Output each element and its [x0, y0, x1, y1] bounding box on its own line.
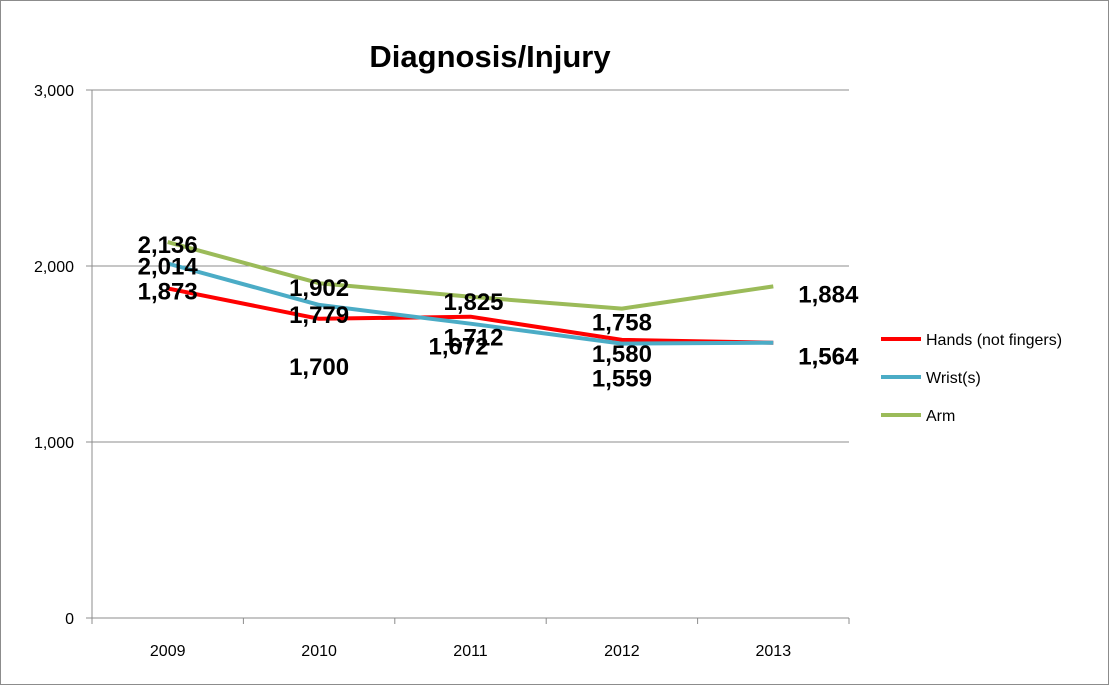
data-label: 1,825	[443, 289, 503, 316]
data-label: 1,712	[443, 325, 503, 352]
x-tick-label: 2011	[453, 643, 488, 660]
series-lines	[167, 240, 774, 346]
data-label: 1,564	[798, 344, 859, 371]
legend-label: Arm	[926, 408, 955, 425]
legend-label: Wrist(s)	[926, 370, 981, 387]
gridlines	[92, 89, 849, 443]
series-line-0	[167, 286, 774, 345]
axes: 0 1,000 2,000 3,000 2009 2010 2011 2012 2013	[34, 83, 850, 660]
data-label: 1,564	[798, 344, 859, 371]
x-tick-label: 2013	[756, 643, 792, 660]
data-label: 2,014	[138, 254, 199, 281]
data-label: 1,559	[592, 366, 652, 393]
x-tick-label: 2012	[604, 643, 640, 660]
chart-title: Diagnosis/Injury	[369, 39, 611, 74]
data-label: 1,779	[289, 302, 349, 329]
series-line-1	[167, 261, 774, 346]
y-tick-label: 2,000	[34, 259, 74, 276]
series-line-2	[167, 240, 774, 311]
legend-label: Hands (not fingers)	[926, 332, 1062, 349]
y-tick-label: 1,000	[34, 435, 74, 452]
data-label: 2,136	[138, 232, 198, 259]
data-label: 1,902	[289, 275, 349, 302]
data-label: 1,884	[798, 281, 859, 308]
legend: Hands (not fingers) Wrist(s) Arm	[881, 332, 1062, 425]
data-label: 1,700	[289, 354, 349, 381]
data-label: 1,672	[428, 334, 488, 361]
y-tick-label: 0	[65, 611, 74, 628]
data-label: 1,580	[592, 341, 652, 368]
x-tick-label: 2010	[301, 643, 337, 660]
x-tick-label: 2009	[150, 643, 186, 660]
data-label: 1,758	[592, 310, 652, 337]
data-labels: 1,873 1,700 1,712 1,580 1,564 2,014 1,779 1,672…	[138, 232, 859, 393]
y-tick-label: 3,000	[34, 83, 74, 100]
data-label: 1,873	[138, 278, 198, 305]
